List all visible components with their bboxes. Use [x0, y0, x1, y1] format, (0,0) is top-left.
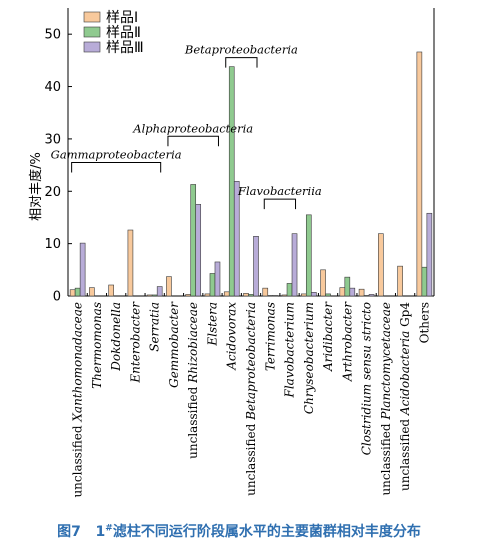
bar	[204, 293, 211, 297]
x-tick-label: Terrimonas	[263, 302, 277, 371]
bar	[281, 294, 288, 297]
bar	[421, 266, 428, 297]
bar	[368, 294, 375, 297]
bar	[127, 229, 134, 297]
bar	[108, 284, 114, 297]
bar	[156, 286, 163, 297]
bar	[214, 261, 221, 297]
bar	[267, 295, 274, 297]
group-bracket	[263, 198, 297, 210]
group-label: Gammaproteobacteria	[51, 147, 182, 161]
bar	[300, 293, 307, 297]
bar	[344, 276, 351, 297]
x-tick-label: Thermomonas	[90, 302, 104, 389]
bar	[74, 287, 81, 297]
group-bracket	[167, 135, 219, 147]
x-tick-label: Arthrobacter	[340, 301, 354, 382]
y-tick-label: 40	[44, 80, 61, 95]
y-tick-label: 50	[44, 28, 61, 43]
group-bracket	[225, 57, 258, 68]
x-tick-label: unclassified Rhizobiaceae	[186, 302, 200, 459]
y-tick-label: 20	[44, 185, 61, 200]
figure-caption: 图7 1#滤柱不同运行阶段属水平的主要菌群相对丰度分布	[0, 521, 478, 541]
legend-label: 样品Ⅱ	[106, 25, 141, 41]
bar	[243, 293, 249, 297]
bar	[310, 292, 317, 297]
bar	[286, 283, 293, 297]
x-tick-label: Aridibacter	[321, 301, 335, 372]
y-tick-label: 0	[53, 290, 61, 305]
y-axis-label: 相对丰度/%	[28, 152, 44, 221]
group-label: Alphaproteobacteria	[132, 121, 253, 135]
caption-fig-number: 图7	[57, 524, 81, 540]
group-bracket	[71, 161, 162, 173]
group-label: Betaproteobacteria	[184, 43, 298, 57]
x-tick-label: Others	[417, 302, 431, 343]
bar	[272, 295, 279, 297]
bar	[325, 293, 331, 297]
caption-superscript: #	[105, 523, 113, 534]
y-tick-label: 10	[44, 237, 61, 252]
bar	[185, 294, 192, 297]
bar	[233, 181, 240, 297]
bar	[166, 276, 172, 297]
legend-swatch	[83, 41, 101, 53]
x-tick-label: unclassified Planctomycetaceae	[379, 302, 393, 496]
bar	[363, 295, 370, 297]
legend-swatch	[83, 11, 101, 23]
x-tick-label: unclassified Xanthomonadaceae	[71, 302, 85, 498]
x-tick-label: Acidovorax	[225, 302, 239, 371]
caption-sample-number: 1	[95, 524, 106, 540]
bar	[151, 294, 158, 297]
bar	[209, 273, 216, 297]
bar	[190, 184, 197, 297]
x-tick-label: Clostridium sensu stricto	[360, 302, 374, 455]
bar	[320, 269, 326, 297]
bar	[416, 51, 423, 297]
x-tick-label: unclassified Acidobacteria Gp4	[398, 302, 412, 491]
bar	[228, 66, 235, 297]
x-tick-label: Chryseobacterium	[302, 302, 316, 414]
bar	[69, 289, 76, 297]
bar	[253, 236, 259, 297]
bar	[339, 287, 346, 297]
group-label: Flavobacteriia	[237, 184, 322, 198]
legend-label: 样品Ⅲ	[106, 40, 144, 56]
x-tick-label: Flavobacterium	[283, 302, 297, 398]
bar	[378, 233, 384, 297]
bar	[291, 233, 298, 297]
bar	[305, 214, 312, 297]
x-tick-label: Gemmobacter	[167, 301, 181, 388]
x-tick-label: Dokdonella	[109, 302, 123, 372]
bar	[79, 242, 86, 297]
x-tick-label: unclassified Betaproteobacteria	[244, 302, 258, 496]
x-tick-label: Enterobacter	[128, 301, 142, 384]
bar	[262, 287, 269, 297]
caption-text: 滤柱不同运行阶段属水平的主要菌群相对丰度分布	[112, 524, 421, 540]
x-tick-label: Serratia	[148, 302, 162, 352]
bar	[195, 204, 202, 297]
bar-chart: 0 10 20 30 40 50 相对丰度/% unclassified Xanthomona…	[28, 8, 435, 498]
bar	[248, 294, 254, 297]
bar	[349, 287, 356, 297]
legend-label: 样品Ⅰ	[106, 10, 138, 26]
legend-swatch	[83, 26, 101, 38]
bar	[223, 291, 230, 297]
bar	[358, 288, 365, 297]
bar	[426, 212, 433, 297]
bar	[397, 265, 403, 297]
bar	[146, 294, 153, 297]
y-tick-label: 30	[44, 132, 61, 147]
x-tick-label: Elstera	[205, 302, 219, 347]
bar	[89, 287, 95, 297]
